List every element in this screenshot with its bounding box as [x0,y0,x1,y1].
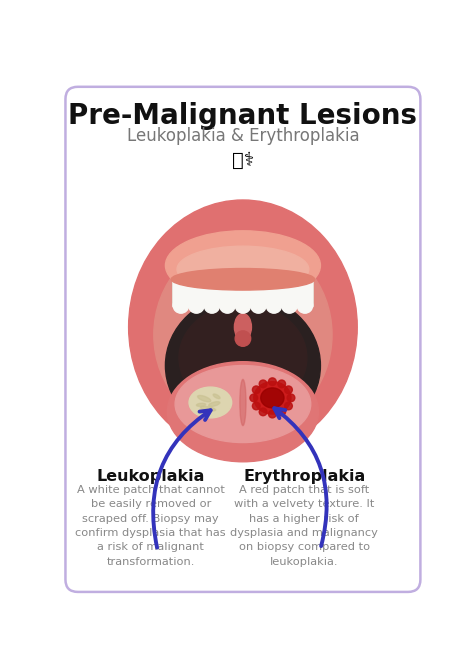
Circle shape [204,298,219,313]
FancyBboxPatch shape [173,280,313,308]
Circle shape [266,298,282,313]
Circle shape [235,298,251,313]
Text: Leukoplakia: Leukoplakia [97,470,205,485]
Circle shape [173,298,189,313]
Text: A red patch that is soft
with a velvety texture. It
has a higher risk of
dysplas: A red patch that is soft with a velvety … [230,485,378,567]
Circle shape [259,380,267,388]
Ellipse shape [235,314,251,341]
Circle shape [268,378,276,386]
Text: Pre-Malignant Lesions: Pre-Malignant Lesions [68,102,418,130]
Ellipse shape [175,366,311,443]
Text: Erythroplakia: Erythroplakia [243,470,365,485]
Circle shape [252,386,260,394]
Ellipse shape [165,294,320,437]
Ellipse shape [201,407,216,411]
Ellipse shape [128,200,357,454]
Ellipse shape [200,395,221,410]
Ellipse shape [189,387,232,418]
Ellipse shape [254,382,291,414]
Ellipse shape [196,403,206,407]
Circle shape [189,298,204,313]
Circle shape [278,408,285,416]
Circle shape [284,386,292,394]
Circle shape [235,331,251,346]
Ellipse shape [209,402,220,407]
Ellipse shape [154,239,332,431]
Ellipse shape [261,388,284,408]
Ellipse shape [198,395,211,402]
Ellipse shape [171,269,315,290]
Ellipse shape [179,304,307,412]
Ellipse shape [194,391,227,414]
Ellipse shape [204,398,217,407]
Circle shape [284,402,292,410]
Circle shape [282,298,297,313]
Text: 🧑‍⚕️: 🧑‍⚕️ [232,151,254,169]
Circle shape [297,298,313,313]
Circle shape [287,394,295,402]
Text: Leukoplakia & Erythroplakia: Leukoplakia & Erythroplakia [127,127,359,145]
Circle shape [259,408,267,416]
Circle shape [219,298,235,313]
Circle shape [251,298,266,313]
Text: A white patch that cannot
be easily removed or
scraped off. Biopsy may
confirm d: A white patch that cannot be easily remo… [75,485,226,567]
Ellipse shape [177,246,309,292]
FancyBboxPatch shape [65,87,420,592]
Ellipse shape [213,394,220,398]
Circle shape [250,394,258,402]
Ellipse shape [240,380,246,425]
Ellipse shape [167,362,319,462]
Ellipse shape [165,230,320,300]
Circle shape [268,410,276,418]
Circle shape [252,402,260,410]
Circle shape [278,380,285,388]
